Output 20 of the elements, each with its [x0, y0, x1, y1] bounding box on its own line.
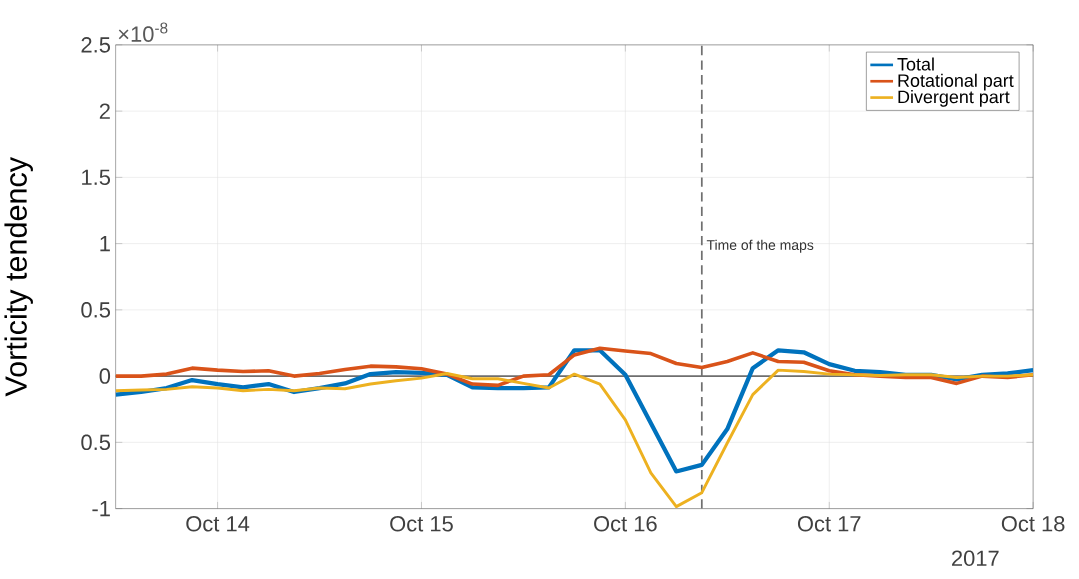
legend-label: Rotational part — [898, 73, 1014, 91]
legend-label: Divergent part — [898, 89, 1010, 107]
legend-label: Total — [897, 57, 934, 71]
y-tick-label: -1 — [92, 500, 110, 516]
x-tick-label: Oct 18 — [1001, 515, 1065, 532]
x-axis-title: 2017 — [952, 550, 999, 566]
y-tick-label: 2.5 — [81, 36, 111, 53]
x-tick-label: Oct 16 — [594, 515, 657, 532]
y-axis-title: Vorticity tendency — [4, 156, 33, 397]
text: ×10$^{-8}$ — [118, 22, 168, 42]
y-tick-label: 0.5 — [81, 301, 111, 318]
ref-line-label: Time of the maps — [706, 239, 814, 253]
x-tick-label: Oct 15 — [390, 515, 453, 532]
y-tick-label: 2 — [99, 103, 110, 119]
y-tick-label: 0.5 — [81, 434, 111, 450]
x-tick-label: Oct 17 — [797, 515, 861, 532]
y-tick-label: 0 — [99, 368, 111, 384]
y-tick-label: 1.5 — [82, 169, 111, 185]
x-tick-label: Oct 14 — [186, 515, 250, 532]
y-tick-label: 1 — [100, 235, 110, 251]
